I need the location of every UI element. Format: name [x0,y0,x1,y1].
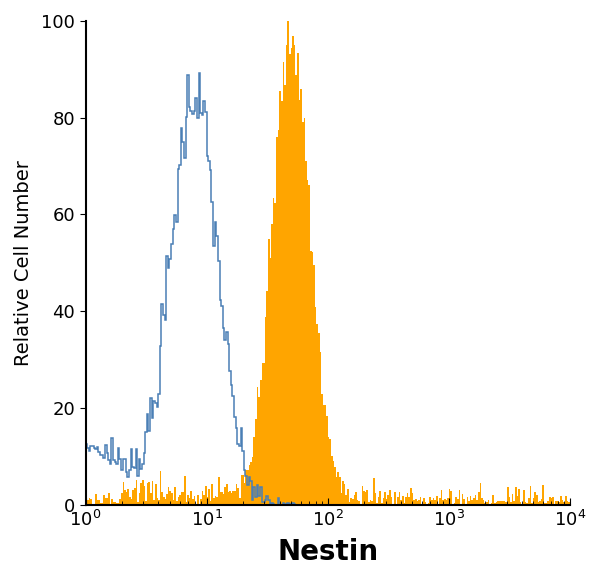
X-axis label: Nestin: Nestin [277,538,378,566]
Y-axis label: Relative Cell Number: Relative Cell Number [14,160,33,366]
